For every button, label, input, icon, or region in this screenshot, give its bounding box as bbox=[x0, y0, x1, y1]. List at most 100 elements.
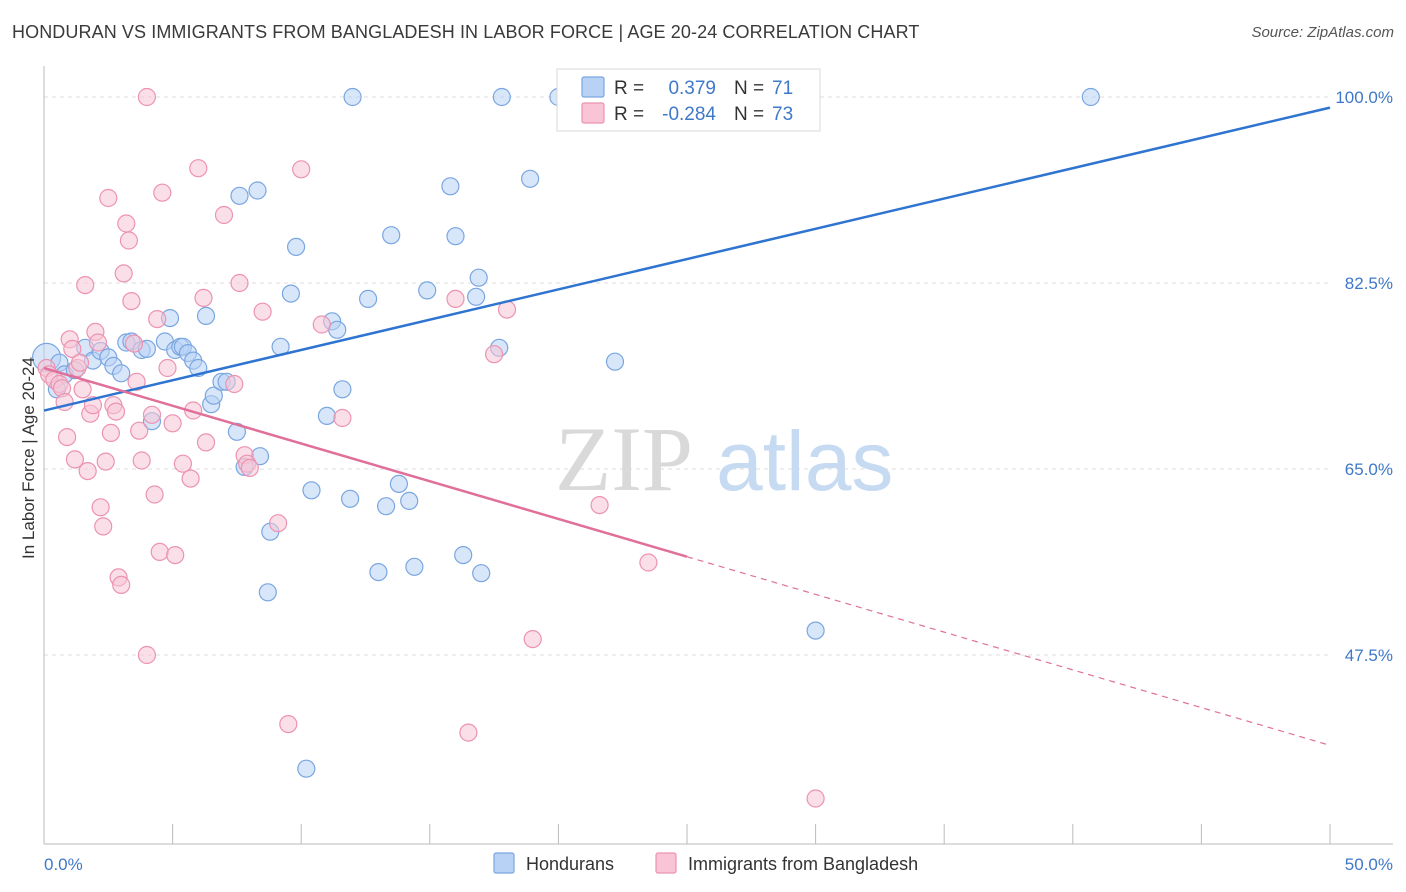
bangladesh-point-70 bbox=[639, 553, 658, 572]
honduran-point-39 bbox=[297, 759, 316, 778]
bangladesh-point-37 bbox=[137, 87, 156, 107]
honduran-point-51 bbox=[389, 474, 408, 493]
bangladesh-point-64 bbox=[446, 289, 465, 308]
chart-title: HONDURAN VS IMMIGRANTS FROM BANGLADESH I… bbox=[12, 22, 920, 42]
honduran-point-29 bbox=[227, 422, 246, 441]
honduran-point-62 bbox=[492, 87, 511, 107]
bangladesh-point-45 bbox=[166, 545, 185, 565]
source-label: Source: ZipAtlas.com bbox=[1251, 24, 1394, 41]
honduran-point-65 bbox=[605, 352, 625, 371]
legend-n-value-blue: 71 bbox=[772, 78, 793, 99]
bangladesh-point-43 bbox=[158, 358, 177, 378]
bangladesh-point-60 bbox=[279, 714, 298, 734]
watermark-zip: ZIP bbox=[555, 408, 693, 510]
x-tick-label-1: 50.0% bbox=[1345, 855, 1393, 874]
honduran-point-35 bbox=[258, 583, 277, 602]
y-axis-label: In Labor Force | Age 20-24 bbox=[19, 357, 38, 559]
watermark: ZIP atlas bbox=[555, 408, 893, 510]
honduran-point-56 bbox=[446, 227, 465, 246]
bangladesh-point-35 bbox=[132, 451, 151, 470]
honduran-point-48 bbox=[369, 562, 388, 582]
bangladesh-point-47 bbox=[181, 469, 200, 488]
legend-n-label-blue: N = bbox=[734, 78, 764, 99]
bangladesh-point-61 bbox=[292, 160, 311, 179]
legend-swatch-hondurans bbox=[493, 852, 515, 874]
honduran-point-47 bbox=[359, 289, 378, 308]
honduran-point-54 bbox=[418, 281, 437, 300]
bangladesh-point-39 bbox=[145, 485, 164, 504]
bangladesh-point-28 bbox=[114, 264, 133, 283]
bangladesh-point-57 bbox=[240, 458, 259, 477]
honduran-point-52 bbox=[400, 491, 419, 510]
bangladesh-point-30 bbox=[119, 231, 138, 250]
bangladesh-point-6 bbox=[57, 428, 77, 447]
y-tick-label-2: 82.5% bbox=[1345, 274, 1393, 293]
honduran-point-24 bbox=[196, 306, 216, 325]
bangladesh-point-21 bbox=[96, 452, 115, 471]
legend-label-bangladesh: Immigrants from Bangladesh bbox=[688, 854, 918, 874]
bangladesh-point-54 bbox=[230, 273, 249, 293]
bangladesh-point-36 bbox=[137, 645, 156, 665]
bangladesh-point-68 bbox=[523, 629, 542, 649]
honduran-point-63 bbox=[520, 169, 540, 188]
trend-line-bangladesh-extrapolated bbox=[686, 556, 1331, 746]
x-tick-labels: 0.0% 50.0% bbox=[44, 855, 1393, 874]
honduran-point-59 bbox=[469, 268, 488, 287]
bangladesh-point-31 bbox=[122, 292, 141, 311]
honduran-point-70 bbox=[1081, 87, 1100, 107]
series-legend: Hondurans Immigrants from Bangladesh bbox=[493, 852, 918, 874]
honduran-point-53 bbox=[405, 557, 424, 576]
honduran-point-55 bbox=[441, 177, 460, 196]
bangladesh-point-52 bbox=[214, 205, 234, 225]
trend-lines bbox=[43, 106, 1331, 746]
bangladesh-point-59 bbox=[269, 514, 288, 533]
trend-line-hondurans bbox=[43, 106, 1331, 412]
honduran-point-10 bbox=[112, 364, 131, 383]
honduran-point-41 bbox=[317, 406, 336, 425]
watermark-atlas: atlas bbox=[716, 414, 893, 508]
bangladesh-point-66 bbox=[485, 345, 504, 364]
y-tick-label-1: 65.0% bbox=[1345, 460, 1393, 479]
bangladesh-point-19 bbox=[91, 498, 110, 517]
bangladesh-point-51 bbox=[196, 433, 216, 452]
x-tick-label-0: 0.0% bbox=[44, 855, 83, 874]
honduran-point-43 bbox=[328, 320, 347, 339]
bangladesh-point-20 bbox=[94, 517, 113, 536]
legend-swatch-bangladesh bbox=[655, 852, 677, 874]
bangladesh-point-50 bbox=[194, 288, 213, 307]
honduran-point-69 bbox=[806, 621, 825, 640]
bangladesh-point-9 bbox=[65, 450, 85, 469]
bangladesh-point-40 bbox=[148, 310, 167, 329]
bangladesh-point-13 bbox=[76, 276, 95, 295]
bangladesh-point-33 bbox=[127, 372, 146, 391]
honduran-point-30 bbox=[230, 186, 249, 205]
bangladesh-point-62 bbox=[312, 315, 331, 334]
bangladesh-point-63 bbox=[333, 408, 352, 428]
trend-line-bangladesh bbox=[43, 366, 688, 558]
bangladesh-point-41 bbox=[150, 542, 169, 562]
honduran-point-45 bbox=[341, 489, 360, 508]
bangladesh-point-58 bbox=[253, 302, 272, 321]
y-tick-labels: 47.5% 65.0% 82.5% 100.0% bbox=[1335, 88, 1393, 665]
bangladesh-point-29 bbox=[117, 214, 136, 233]
legend-r-label-pink: R = bbox=[614, 104, 644, 125]
bangladesh-point-42 bbox=[153, 183, 172, 202]
bangladesh-point-27 bbox=[112, 575, 131, 595]
bangladesh-point-49 bbox=[189, 159, 208, 178]
bangladesh-point-34 bbox=[130, 421, 149, 440]
honduran-point-40 bbox=[302, 481, 321, 500]
bangladesh-point-8 bbox=[63, 339, 82, 358]
legend-r-value-blue: 0.379 bbox=[668, 78, 716, 99]
honduran-point-32 bbox=[248, 181, 267, 200]
axes bbox=[43, 66, 1393, 845]
bangladesh-point-65 bbox=[459, 723, 478, 742]
bangladesh-point-46 bbox=[173, 454, 192, 473]
legend-label-hondurans: Hondurans bbox=[526, 854, 614, 874]
legend-r-value-pink: -0.284 bbox=[662, 104, 716, 125]
honduran-point-37 bbox=[281, 284, 300, 303]
honduran-point-44 bbox=[333, 380, 352, 399]
bangladesh-point-32 bbox=[124, 334, 144, 353]
bangladesh-point-14 bbox=[78, 462, 97, 481]
legend-n-label-pink: N = bbox=[734, 104, 764, 125]
